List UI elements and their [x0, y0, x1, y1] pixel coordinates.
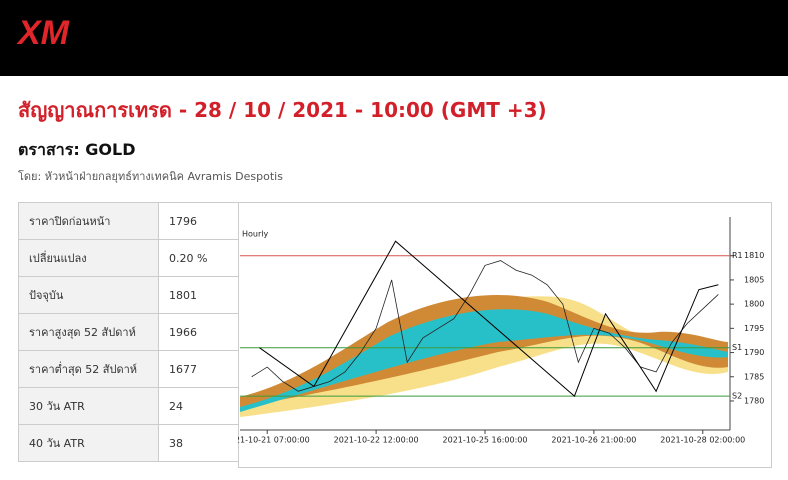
y-tick-label: 1805 [744, 275, 764, 284]
table-row: ราคาต่ำสุด 52 สัปดาห์ 1677 [18, 350, 239, 388]
label-cell: ราคาปิดก่อนหน้า [18, 202, 159, 240]
series-line [259, 240, 719, 397]
title: สัญญาณการเทรด - 28 / 10 / 2021 - 10:00 (… [18, 98, 547, 122]
label-cell: 30 วัน ATR [18, 387, 159, 425]
logo-text[interactable]: XM [18, 14, 69, 52]
logo[interactable]: XM [18, 14, 69, 53]
label-cell: เปลี่ยนแปลง [18, 239, 159, 277]
y-tick-label: 1800 [744, 300, 764, 309]
header: XM [0, 0, 788, 76]
chart-title: Hourly [242, 230, 268, 239]
table-row: เปลี่ยนแปลง 0.20 % [18, 239, 239, 277]
value-cell: 38 [158, 424, 239, 462]
value-cell: 1801 [158, 276, 239, 314]
x-tick-label: 2021-10-26 21:00:00 [551, 436, 636, 445]
table-row: 40 วัน ATR 38 [18, 424, 239, 462]
value-cell: 24 [158, 387, 239, 425]
x-tick-label: 2021-10-21 07:00:00 [238, 436, 310, 445]
table-row: ราคาปิดก่อนหน้า 1796 [18, 202, 239, 240]
level-label: R1 [732, 251, 743, 260]
x-tick-label: 2021-10-25 16:00:00 [443, 436, 528, 445]
y-tick-label: 1810 [744, 251, 764, 260]
author: โดย: หัวหน้าฝ่ายกลยุทธ์ทางเทคนิค Avramis… [18, 170, 283, 183]
value-cell: 1796 [158, 202, 239, 240]
label-cell: ปัจจุบัน [18, 276, 159, 314]
y-tick-label: 1785 [744, 372, 764, 381]
table-row: 30 วัน ATR 24 [18, 387, 239, 425]
label-cell: ราคาต่ำสุด 52 สัปดาห์ [18, 350, 159, 388]
value-cell: 1677 [158, 350, 239, 388]
chart: Hourly 1780 1785 1790 1795 1800 1805 1810 2021-1… [238, 202, 772, 468]
value-cell: 1966 [158, 313, 239, 351]
label-cell: 40 วัน ATR [18, 424, 159, 462]
x-tick-label: 2021-10-22 12:00:00 [334, 436, 419, 445]
y-tick-label: 1790 [744, 348, 764, 357]
level-label: S1 [732, 343, 742, 352]
x-tick-label: 2021-10-28 02:00:00 [660, 436, 745, 445]
info-table: ราคาปิดก่อนหน้า 1796 เปลี่ยนแปลง 0.20 % ปัจจ… [18, 202, 239, 462]
level-label: S2 [732, 392, 742, 401]
label-cell: ราคาสูงสุด 52 สัปดาห์ [18, 313, 159, 351]
band-orange [240, 294, 728, 407]
table-row: ราคาสูงสุด 52 สัปดาห์ 1966 [18, 313, 239, 351]
instrument: ตราสาร: GOLD [18, 140, 136, 159]
y-tick-label: 1795 [744, 324, 764, 333]
table-row: ปัจจุบัน 1801 [18, 276, 239, 314]
value-cell: 0.20 % [158, 239, 239, 277]
y-tick-label: 1780 [744, 396, 764, 405]
band-cyan [240, 309, 728, 412]
